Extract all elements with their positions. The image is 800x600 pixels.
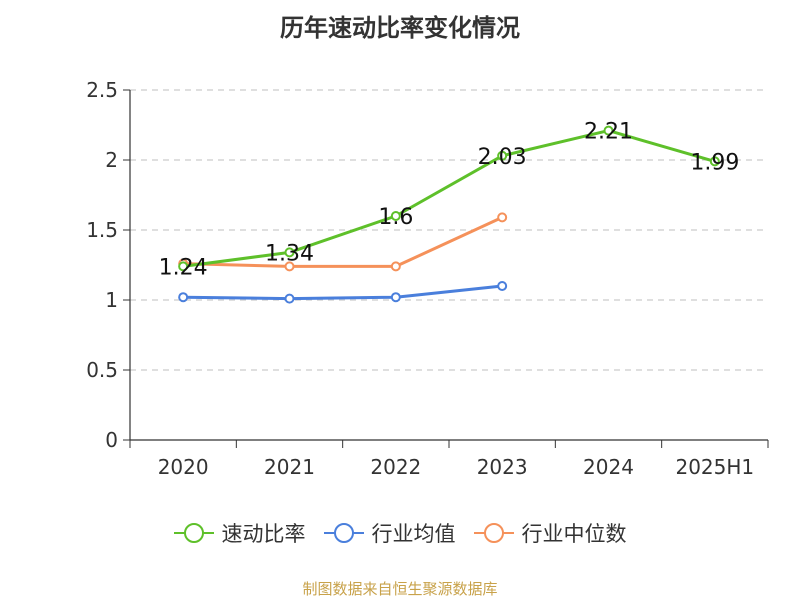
legend-marker-quick-ratio: [173, 523, 214, 543]
data-point-0: [497, 150, 508, 161]
data-label: 2.03: [478, 145, 527, 170]
data-point-1: [497, 281, 508, 291]
y-tick-label: 0.5: [86, 358, 118, 382]
data-point-0: [390, 211, 401, 221]
legend-label-industry-mean: 行业均值: [371, 522, 456, 546]
legend: 速动比率 行业均值 行业中位数: [0, 518, 800, 548]
data-point-0: [178, 261, 189, 272]
data-label: 2.21: [584, 120, 633, 145]
data-label: 1.24: [159, 255, 208, 280]
data-label: 1.34: [265, 241, 314, 266]
data-label: 1.99: [690, 150, 739, 175]
x-tick-label: 2022: [370, 455, 421, 479]
data-point-1: [284, 293, 295, 304]
legend-label-industry-median: 行业中位数: [521, 522, 627, 546]
y-tick-label: 1.5: [86, 218, 118, 242]
source-note: 制图数据来自恒生聚源数据库: [302, 580, 498, 598]
series-line-1: [183, 284, 503, 301]
legend-marker-industry-mean: [323, 523, 364, 543]
series-line-0: [183, 129, 716, 268]
data-point-1: [390, 292, 401, 303]
data-point-1: [178, 292, 189, 303]
legend-label-quick-ratio: 速动比率: [221, 522, 306, 546]
x-tick-label: 2023: [477, 455, 528, 479]
data-point-0: [284, 247, 295, 258]
data-point-2: [390, 261, 401, 272]
x-tick-label: 2025H1: [675, 455, 754, 479]
series-line-2: [183, 216, 503, 268]
y-tick-label: 0: [105, 428, 118, 452]
data-point-0: [709, 156, 720, 167]
data-point-2: [497, 212, 508, 223]
legend-item-industry-median[interactable]: 行业中位数: [473, 518, 627, 548]
legend-marker-industry-median: [473, 523, 514, 543]
x-tick-label: 2021: [264, 455, 315, 479]
y-tick-label: 1: [105, 288, 118, 312]
y-tick-label: 2: [105, 148, 118, 172]
chart-title: 历年速动比率变化情况: [280, 14, 520, 42]
data-point-2: [284, 261, 295, 272]
data-label: 1.6: [378, 205, 413, 230]
y-tick-label: 2.5: [86, 78, 118, 102]
data-point-0: [603, 125, 614, 136]
x-tick-label: 2024: [583, 455, 634, 479]
x-tick-label: 2020: [158, 455, 209, 479]
legend-item-quick-ratio[interactable]: 速动比率: [173, 518, 306, 548]
legend-item-industry-mean[interactable]: 行业均值: [323, 518, 456, 548]
